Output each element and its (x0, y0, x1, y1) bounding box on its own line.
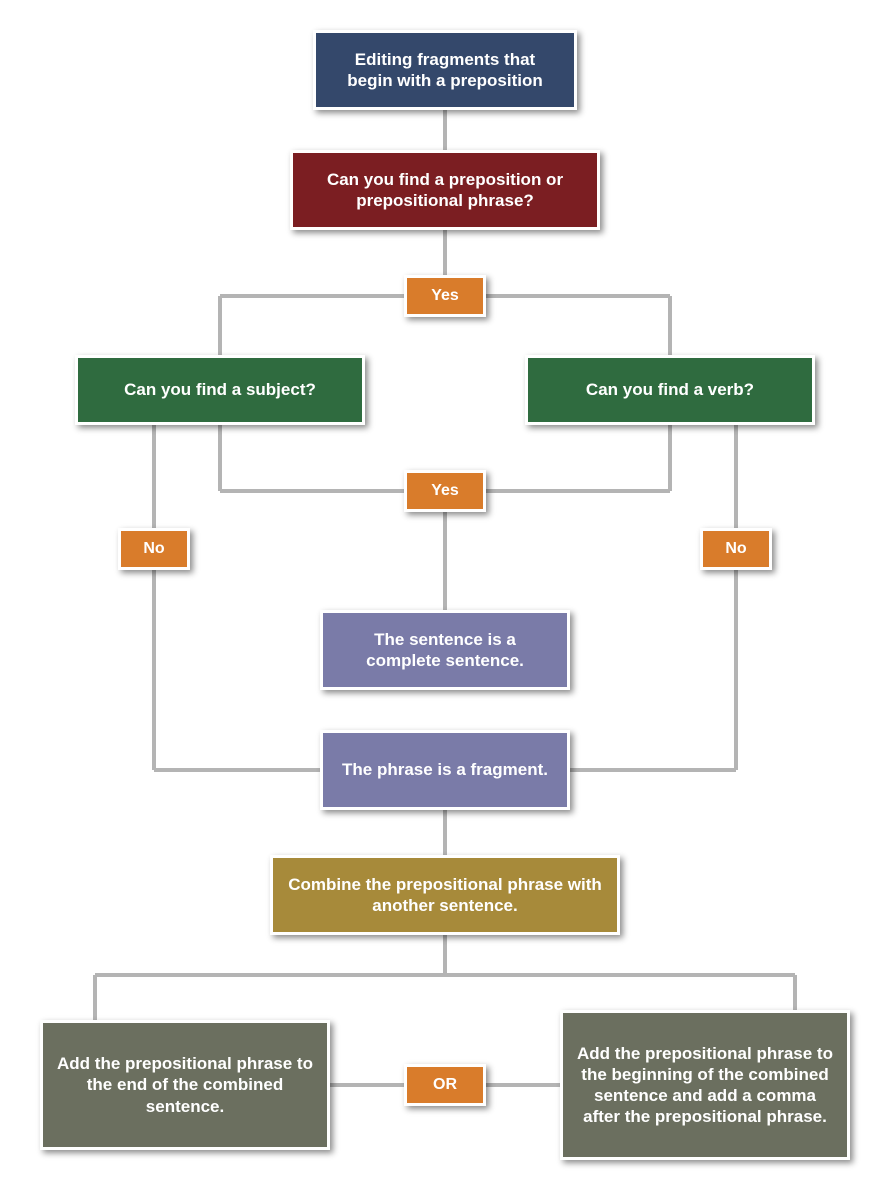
node-label: Yes (431, 481, 459, 501)
node-q_prep: Can you find a preposition or prepositio… (290, 150, 600, 230)
node-q_subject: Can you find a subject? (75, 355, 365, 425)
node-q_verb: Can you find a verb? (525, 355, 815, 425)
node-label: Yes (431, 286, 459, 306)
node-complete: The sentence is a complete sentence. (320, 610, 570, 690)
node-label: Combine the prepositional phrase with an… (287, 874, 603, 917)
node-label: Can you find a preposition or prepositio… (307, 169, 583, 212)
node-yes2: Yes (404, 470, 486, 512)
node-label: Add the prepositional phrase to the end … (57, 1053, 313, 1117)
node-label: Add the prepositional phrase to the begi… (577, 1043, 833, 1128)
node-label: The sentence is a complete sentence. (337, 629, 553, 672)
node-label: Can you find a verb? (586, 379, 754, 400)
node-label: The phrase is a fragment. (342, 759, 548, 780)
node-title: Editing fragments that begin with a prep… (313, 30, 577, 110)
node-combine: Combine the prepositional phrase with an… (270, 855, 620, 935)
node-add_begin: Add the prepositional phrase to the begi… (560, 1010, 850, 1160)
node-add_end: Add the prepositional phrase to the end … (40, 1020, 330, 1150)
node-yes1: Yes (404, 275, 486, 317)
node-label: OR (433, 1075, 457, 1095)
node-no_right: No (700, 528, 772, 570)
node-fragment: The phrase is a fragment. (320, 730, 570, 810)
node-label: No (725, 539, 746, 559)
flowchart-stage: Editing fragments that begin with a prep… (0, 0, 890, 1195)
node-label: Editing fragments that begin with a prep… (330, 49, 560, 92)
node-or: OR (404, 1064, 486, 1106)
node-no_left: No (118, 528, 190, 570)
node-label: No (143, 539, 164, 559)
node-label: Can you find a subject? (124, 379, 316, 400)
